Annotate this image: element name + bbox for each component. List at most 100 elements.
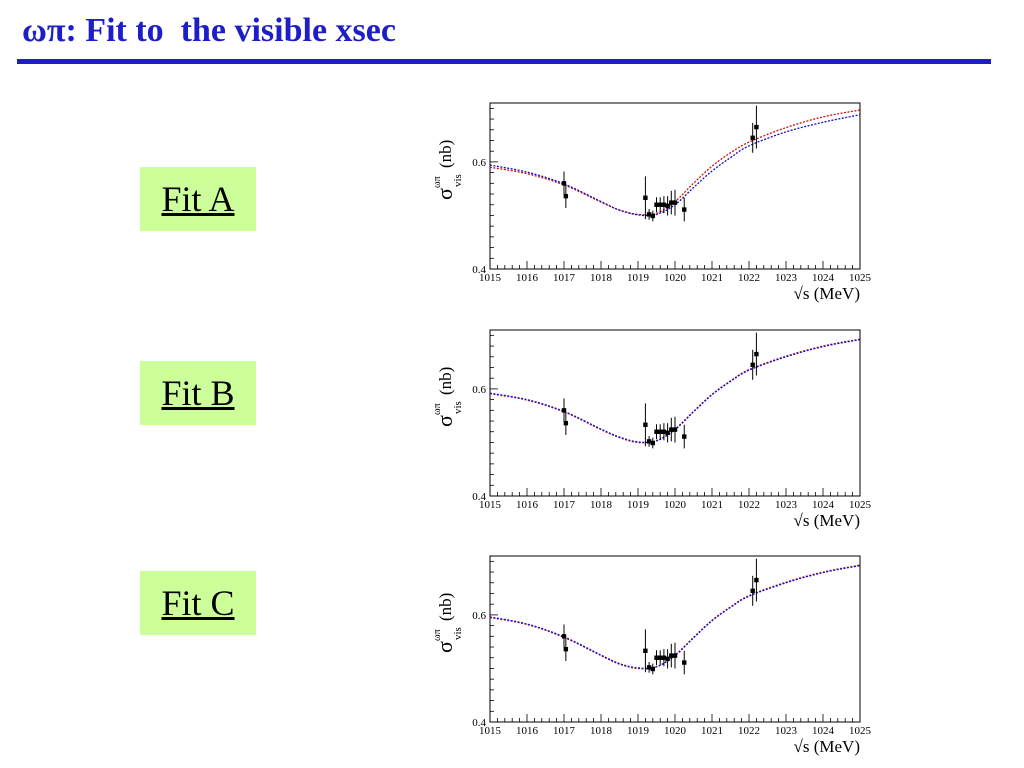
chart-fit-a: 1015 1016 1017 1018 1019 1020 1021 1022 1023 1024… (432, 102, 872, 303)
x-tick-label: 1023 (775, 272, 798, 284)
fit-a-link[interactable]: Fit A (140, 167, 256, 231)
y-axis-label-unit: (nb) (436, 140, 455, 168)
y-axis-label-sup: ωπ (432, 176, 443, 188)
data-point (646, 212, 652, 217)
x-tick-label: 1018 (590, 499, 613, 511)
x-tick-label: 1025 (849, 499, 872, 511)
data-point (754, 124, 759, 130)
data-point (658, 429, 663, 434)
y-tick-label: 0.4 (472, 264, 486, 276)
y-axis-label-unit: (nb) (436, 593, 455, 621)
data-point (646, 665, 652, 670)
y-tick-label: 0.6 (472, 157, 486, 169)
title-divider (17, 59, 991, 64)
y-axis-label-sup: ωπ (432, 403, 443, 415)
data-point (643, 648, 648, 653)
data-point (665, 203, 670, 209)
x-tick-label: 1024 (812, 499, 835, 511)
x-tick-label: 1018 (590, 272, 613, 284)
x-tick-label: 1023 (775, 499, 798, 511)
data-point (563, 646, 569, 652)
x-tick-label: 1022 (738, 499, 760, 511)
plot-frame (489, 102, 861, 270)
data-point (650, 213, 655, 219)
y-axis-label-sup: ωπ (432, 629, 443, 641)
data-point (563, 193, 569, 199)
x-tick-label: 1020 (664, 499, 687, 511)
plot-frame (489, 555, 861, 723)
x-tick-label: 1022 (738, 272, 760, 284)
x-tick-label: 1016 (516, 499, 539, 511)
y-axis-label-sub: vis (452, 401, 464, 414)
y-tick-label: 0.6 (472, 384, 486, 396)
x-tick-label: 1017 (553, 725, 576, 737)
x-tick-label: 1021 (701, 725, 723, 737)
data-point (643, 422, 648, 427)
chart-fit-b: 1015 1016 1017 1018 1019 1020 1021 1022 1023 1024… (432, 329, 872, 530)
data-point (672, 427, 678, 432)
x-tick-label: 1025 (849, 725, 872, 737)
x-tick-label: 1024 (812, 725, 835, 737)
data-point (561, 408, 567, 413)
x-tick-label: 1025 (849, 272, 872, 284)
data-point (672, 200, 678, 205)
x-tick-label: 1015 (479, 725, 502, 737)
x-tick-label: 1022 (738, 725, 760, 737)
data-point (654, 202, 659, 207)
data-point (682, 434, 687, 439)
data-point (754, 351, 759, 357)
x-tick-label: 1016 (516, 725, 539, 737)
y-axis-label-main: σ (432, 641, 457, 653)
y-tick-label: 0.4 (472, 491, 486, 503)
x-tick-label: 1023 (775, 725, 798, 737)
data-point (654, 429, 659, 434)
y-axis-label-main: σ (432, 415, 457, 427)
y-tick-label: 0.6 (472, 610, 486, 622)
data-point (654, 655, 659, 660)
data-point (665, 430, 670, 436)
data-point (658, 202, 663, 207)
x-tick-label: 1016 (516, 272, 539, 284)
data-point (682, 207, 687, 212)
fit-curve-red (489, 564, 861, 670)
data-point (561, 181, 567, 186)
y-axis-label-unit: (nb) (436, 367, 455, 395)
data-point (672, 653, 678, 658)
chart-fit-c: 1015 1016 1017 1018 1019 1020 1021 1022 1023 1024… (432, 555, 872, 756)
fit-c-link[interactable]: Fit C (140, 571, 256, 635)
x-tick-label: 1019 (627, 499, 650, 511)
data-point (563, 420, 569, 426)
data-point (561, 634, 567, 639)
data-point (669, 427, 674, 432)
data-point (665, 656, 670, 662)
data-point (750, 588, 755, 594)
x-tick-label: 1019 (627, 725, 650, 737)
data-point (658, 655, 663, 660)
x-tick-label: 1015 (479, 499, 502, 511)
plot-frame (489, 329, 861, 497)
x-tick-label: 1015 (479, 272, 502, 284)
data-point (750, 135, 755, 141)
data-point (750, 362, 755, 368)
x-tick-label: 1019 (627, 272, 650, 284)
data-point (669, 200, 674, 205)
y-axis-label-sub: vis (452, 627, 464, 640)
data-point (754, 577, 759, 583)
x-tick-label: 1020 (664, 272, 687, 284)
y-axis-label-main: σ (432, 188, 457, 200)
x-tick-label: 1017 (553, 272, 576, 284)
data-point (650, 440, 655, 446)
data-point (682, 660, 687, 665)
data-point (643, 195, 648, 200)
data-point (669, 653, 674, 658)
x-axis-label: √s (MeV) (794, 737, 860, 756)
y-axis-label-sub: vis (452, 174, 464, 187)
slide-title: ωπ: Fit to the visible xsec (22, 12, 396, 49)
fit-b-link[interactable]: Fit B (140, 361, 256, 425)
data-point (661, 202, 667, 207)
x-tick-label: 1021 (701, 499, 723, 511)
data-point (661, 429, 667, 434)
x-tick-label: 1021 (701, 272, 723, 284)
